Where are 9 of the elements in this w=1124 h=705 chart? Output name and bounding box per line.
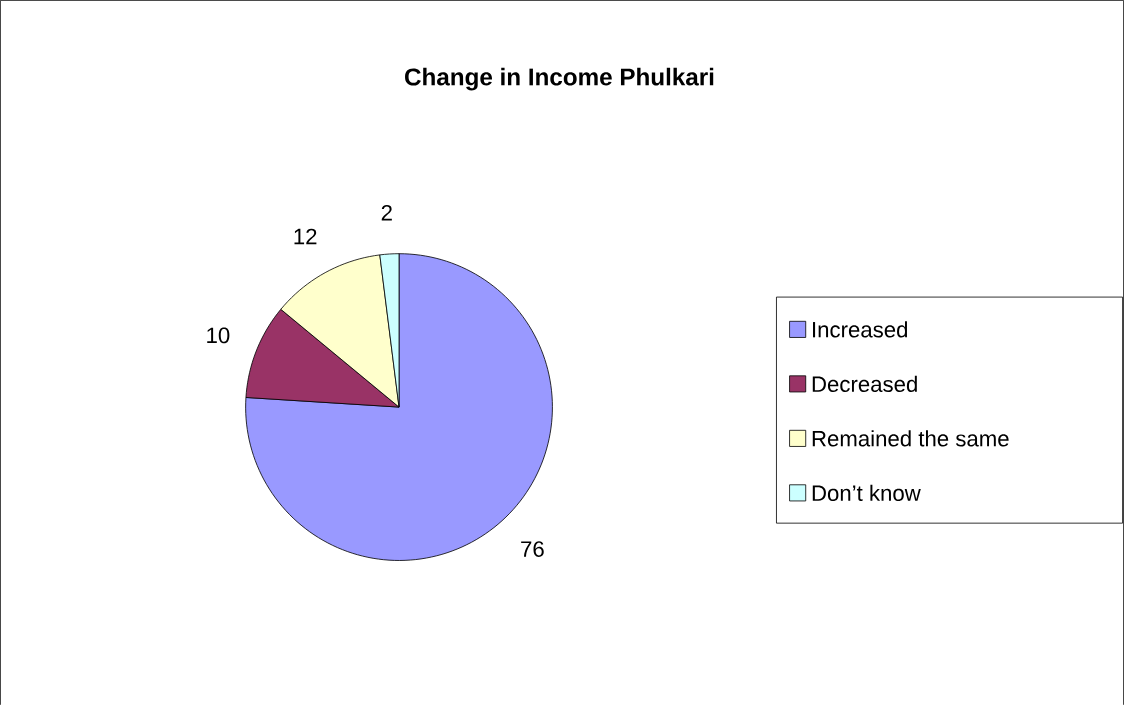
data-label: 10	[207, 327, 230, 344]
chart-title: Change in Income Phulkari	[405, 67, 714, 91]
legend-label: Don’t know	[812, 484, 921, 501]
data-label: 2	[381, 204, 392, 221]
legend-label: Decreased	[812, 375, 917, 392]
legend-label: Increased	[813, 321, 908, 338]
data-label: 12	[294, 228, 317, 245]
legend-label: Remained the same	[812, 430, 1009, 447]
data-label: 76	[521, 541, 544, 557]
